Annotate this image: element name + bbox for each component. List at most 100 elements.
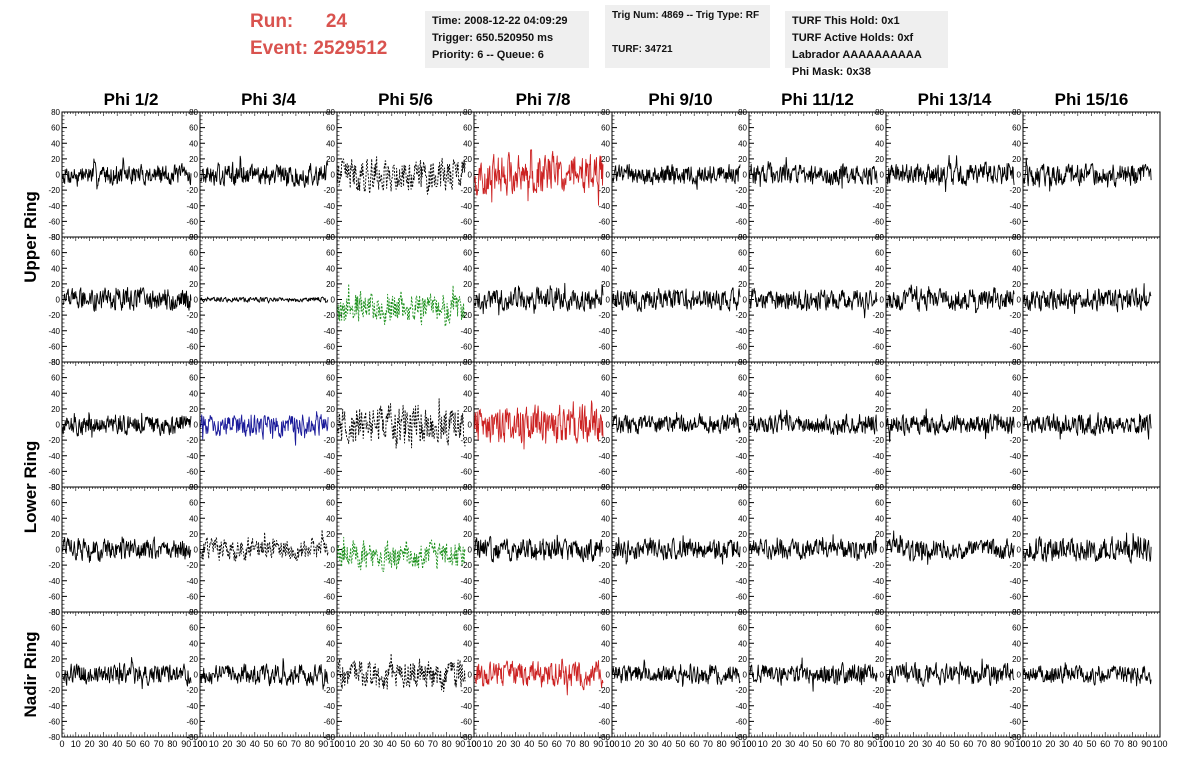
column-title: Phi 9/10 bbox=[648, 90, 712, 109]
x-tick-label: 30 bbox=[1059, 739, 1069, 749]
y-tick-label: 40 bbox=[326, 389, 335, 398]
y-tick-label: -20 bbox=[872, 436, 884, 445]
panel-frame bbox=[336, 111, 475, 238]
run-label: Run: bbox=[250, 11, 294, 32]
y-tick-label: -60 bbox=[186, 467, 198, 476]
x-tick-label: 80 bbox=[1128, 739, 1138, 749]
waveform-trace bbox=[474, 658, 604, 696]
x-tick-label: 30 bbox=[648, 739, 658, 749]
x-tick-label: 30 bbox=[98, 739, 108, 749]
y-tick-label: -60 bbox=[48, 592, 60, 601]
waveform-trace bbox=[1023, 532, 1152, 564]
y-tick-label: 20 bbox=[1012, 405, 1021, 414]
time-text: Time: 2008-12-22 04:09:29 bbox=[432, 15, 568, 27]
y-tick-label: -60 bbox=[48, 342, 60, 351]
y-tick-label: 60 bbox=[738, 249, 747, 258]
x-tick-label: 60 bbox=[414, 739, 424, 749]
y-tick-label: 0 bbox=[880, 421, 885, 430]
y-tick-label: -20 bbox=[872, 561, 884, 570]
y-tick-label: 40 bbox=[51, 264, 60, 273]
x-tick-label: 30 bbox=[373, 739, 383, 749]
x-tick-label: 10 bbox=[483, 739, 493, 749]
y-tick-label: -20 bbox=[1009, 561, 1021, 570]
waveform-trace bbox=[886, 658, 1015, 688]
y-tick-label: -40 bbox=[323, 577, 335, 586]
x-tick-label: 70 bbox=[291, 739, 301, 749]
y-tick-label: -80 bbox=[872, 733, 884, 742]
trig-info-box: Trig Num: 4869 -- Trig Type: RF TURF: 34… bbox=[605, 5, 770, 68]
x-tick-label: 100 bbox=[1152, 739, 1167, 749]
y-tick-label: -20 bbox=[460, 186, 472, 195]
y-tick-label: 80 bbox=[326, 233, 335, 242]
y-tick-label: 40 bbox=[463, 264, 472, 273]
y-tick-label: 80 bbox=[189, 108, 198, 117]
waveform-trace bbox=[62, 412, 192, 438]
y-tick-label: 80 bbox=[875, 483, 884, 492]
y-tick-label: 60 bbox=[463, 374, 472, 383]
y-tick-label: 60 bbox=[189, 124, 198, 133]
waveform-trace bbox=[749, 409, 878, 435]
y-tick-label: -20 bbox=[598, 561, 610, 570]
y-tick-label: 0 bbox=[1017, 546, 1022, 555]
y-tick-label: -40 bbox=[735, 452, 747, 461]
y-tick-label: 0 bbox=[743, 671, 748, 680]
y-tick-label: -40 bbox=[872, 202, 884, 211]
y-tick-label: 0 bbox=[743, 171, 748, 180]
y-tick-label: 80 bbox=[601, 233, 610, 242]
y-tick-label: 0 bbox=[56, 546, 61, 555]
y-tick-label: 60 bbox=[463, 624, 472, 633]
y-tick-label: -40 bbox=[323, 452, 335, 461]
x-tick-label: 40 bbox=[936, 739, 946, 749]
waveform-trace bbox=[200, 411, 329, 446]
y-tick-label: 40 bbox=[1012, 639, 1021, 648]
y-tick-label: -60 bbox=[323, 592, 335, 601]
y-tick-label: 20 bbox=[738, 405, 747, 414]
column-title: Phi 15/16 bbox=[1055, 90, 1129, 109]
y-tick-label: -20 bbox=[1009, 686, 1021, 695]
y-tick-label: -20 bbox=[735, 311, 747, 320]
y-tick-label: 40 bbox=[1012, 389, 1021, 398]
x-tick-label: 80 bbox=[167, 739, 177, 749]
y-tick-label: 20 bbox=[601, 530, 610, 539]
waveform-trace bbox=[749, 534, 878, 562]
y-tick-label: -40 bbox=[460, 702, 472, 711]
y-tick-label: -20 bbox=[48, 686, 60, 695]
y-tick-label: -60 bbox=[1009, 342, 1021, 351]
y-tick-label: 80 bbox=[738, 108, 747, 117]
y-tick-label: 0 bbox=[56, 296, 61, 305]
y-tick-label: 40 bbox=[51, 514, 60, 523]
y-tick-label: -20 bbox=[186, 436, 198, 445]
y-tick-label: 40 bbox=[463, 639, 472, 648]
y-tick-label: 20 bbox=[326, 655, 335, 664]
x-tick-label: 20 bbox=[497, 739, 507, 749]
y-tick-label: -60 bbox=[872, 467, 884, 476]
y-tick-label: 60 bbox=[601, 249, 610, 258]
y-tick-label: -60 bbox=[186, 717, 198, 726]
y-tick-label: 0 bbox=[606, 171, 611, 180]
x-tick-label: 20 bbox=[222, 739, 232, 749]
x-tick-label: 80 bbox=[305, 739, 315, 749]
y-tick-label: 0 bbox=[880, 296, 885, 305]
waveform-trace bbox=[337, 398, 466, 449]
y-tick-label: -40 bbox=[1009, 452, 1021, 461]
x-tick-label: 10 bbox=[1032, 739, 1042, 749]
y-tick-label: 60 bbox=[51, 124, 60, 133]
turf-text: TURF: 34721 bbox=[612, 44, 673, 55]
waveform-trace bbox=[886, 154, 1015, 193]
y-tick-label: 40 bbox=[601, 639, 610, 648]
y-tick-label: -60 bbox=[323, 217, 335, 226]
y-tick-label: 20 bbox=[326, 530, 335, 539]
x-tick-label: 60 bbox=[826, 739, 836, 749]
x-tick-label: 70 bbox=[977, 739, 987, 749]
y-tick-label: 20 bbox=[463, 530, 472, 539]
x-tick-label: 80 bbox=[717, 739, 727, 749]
y-tick-label: 60 bbox=[189, 624, 198, 633]
waveform-trace bbox=[337, 156, 466, 195]
waveform-trace bbox=[474, 400, 604, 450]
